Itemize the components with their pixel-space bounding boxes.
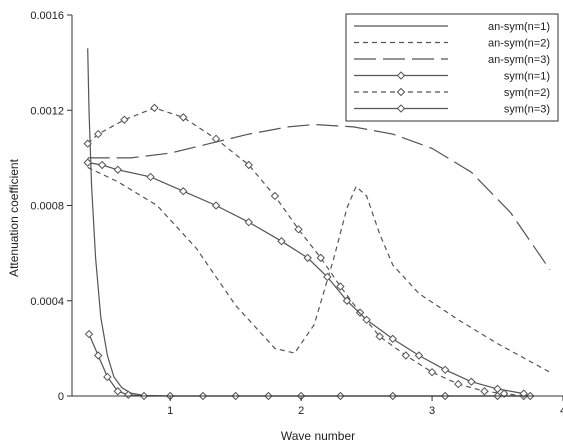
data-point — [150, 103, 159, 113]
data-point — [277, 237, 286, 246]
series-layer — [83, 48, 551, 401]
legend-entry: an-sym(n=1) — [354, 21, 550, 33]
data-point — [83, 158, 92, 167]
legend-marker — [396, 87, 406, 97]
legend-entry: sym(n=1) — [354, 71, 550, 83]
legend-entry: sym(n=2) — [354, 87, 550, 99]
series-line — [88, 333, 531, 397]
y-tick-label: 0.0004 — [30, 296, 64, 308]
series-line — [87, 162, 524, 395]
axes-layer: 0 0.0004 0.0008 0.0012 0.0016 1 2 3 4 — [30, 10, 563, 417]
data-point — [84, 329, 94, 339]
data-point — [270, 191, 280, 201]
data-point — [499, 389, 509, 398]
data-point — [179, 187, 188, 196]
data-point — [294, 225, 303, 234]
legend: an-sym(n=1) an-sym(n=2) an-sym(n=3) sym(n=1… — [345, 13, 559, 122]
data-point — [179, 113, 188, 122]
data-point — [93, 351, 103, 360]
data-point — [401, 351, 411, 360]
data-point — [336, 282, 345, 291]
data-point — [93, 129, 103, 139]
y-tick-label: 0.0016 — [30, 10, 64, 22]
data-point — [454, 379, 463, 389]
series-an-sym(n=3) — [87, 123, 551, 271]
data-point — [316, 253, 325, 263]
data-point — [375, 332, 384, 341]
data-point — [97, 160, 107, 170]
series-line — [87, 107, 524, 397]
data-point — [103, 372, 112, 382]
data-point — [113, 165, 123, 174]
legend-label: an-sym(n=1) — [488, 21, 550, 33]
legend-label: an-sym(n=3) — [488, 54, 550, 66]
data-point — [120, 115, 129, 124]
x-tick-label: 3 — [429, 405, 435, 417]
legend-label: an-sym(n=2) — [488, 38, 550, 50]
data-point — [388, 334, 397, 344]
data-point — [124, 390, 133, 400]
legend-box — [345, 13, 559, 122]
data-point — [342, 296, 352, 305]
x-axis-title: Wave number — [281, 429, 355, 443]
data-point — [244, 160, 253, 170]
data-point — [362, 315, 371, 325]
series-line — [87, 166, 551, 373]
y-tick-label: 0 — [58, 391, 64, 403]
data-point — [440, 365, 450, 375]
data-point — [146, 172, 155, 182]
series-sym(n=1) — [84, 329, 535, 401]
y-tick-label: 0.0012 — [30, 105, 64, 117]
series-sym(n=2) — [83, 103, 528, 401]
data-point — [414, 351, 424, 360]
series-line — [87, 123, 551, 271]
y-tick-label: 0.0008 — [30, 201, 64, 213]
legend-label: sym(n=2) — [504, 87, 550, 99]
data-point — [323, 272, 332, 282]
x-tick-label: 4 — [560, 405, 563, 417]
series-sym(n=3) — [83, 158, 528, 398]
data-point — [519, 389, 528, 398]
data-point — [480, 387, 489, 396]
legend-entry: an-sym(n=2) — [354, 38, 550, 50]
data-point — [493, 384, 502, 394]
data-point — [467, 377, 476, 386]
data-point — [427, 367, 437, 377]
legend-label: sym(n=1) — [504, 71, 550, 83]
y-axis-title: Attenuation coefficient — [7, 158, 21, 277]
data-point — [113, 387, 123, 396]
data-point — [303, 253, 312, 263]
legend-entry: an-sym(n=3) — [354, 54, 550, 66]
legend-entry: sym(n=3) — [354, 104, 550, 116]
data-point — [211, 201, 221, 210]
data-point — [83, 139, 92, 148]
data-point — [244, 217, 253, 227]
series-an-sym(n=2) — [87, 166, 551, 373]
legend-marker — [396, 104, 406, 113]
legend-marker — [396, 71, 406, 80]
data-point — [211, 134, 221, 144]
legend-label: sym(n=3) — [504, 104, 550, 116]
x-tick-label: 1 — [167, 405, 173, 417]
x-tick-label: 2 — [298, 405, 304, 417]
